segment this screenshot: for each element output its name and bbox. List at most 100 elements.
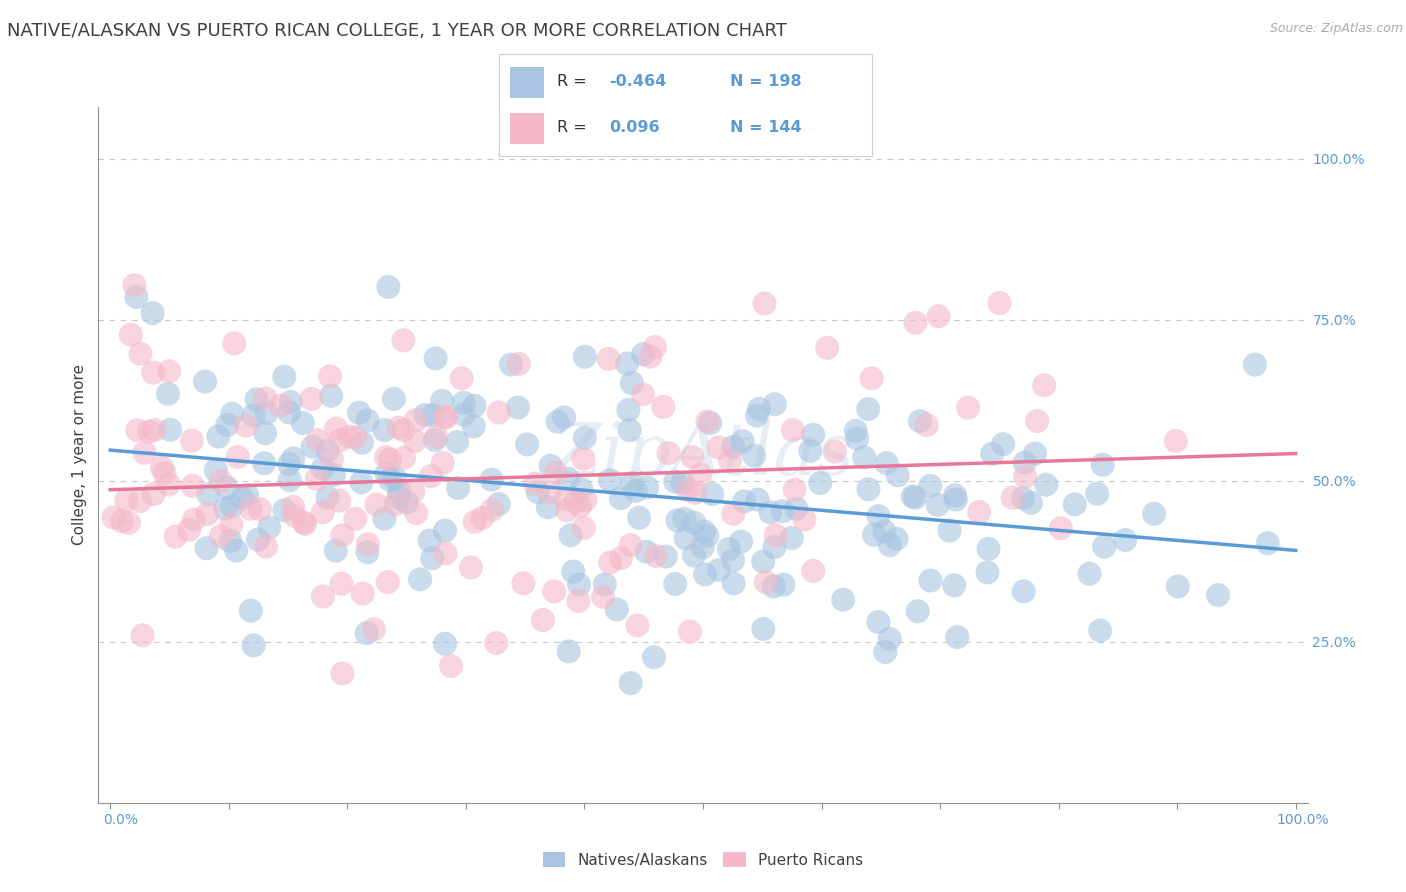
Point [195, 541, 218, 556]
Point [207, 429, 229, 443]
Point [425, 430, 447, 444]
Point [723, 507, 745, 521]
Point [643, 650, 665, 665]
Point [762, 579, 785, 593]
Point [356, 413, 378, 427]
Point [1063, 497, 1085, 511]
Point [129, 347, 152, 361]
Point [344, 430, 367, 444]
Point [299, 392, 322, 406]
Point [103, 510, 125, 524]
Point [115, 493, 138, 508]
Point [799, 443, 821, 458]
Point [846, 431, 869, 445]
Point [748, 401, 770, 416]
Point [783, 483, 806, 497]
Text: R =: R = [557, 74, 592, 88]
Point [904, 491, 927, 505]
Point [392, 334, 415, 348]
Point [858, 482, 880, 496]
Point [752, 554, 775, 568]
Point [626, 618, 648, 632]
Point [471, 511, 494, 525]
Point [432, 456, 454, 470]
Point [664, 475, 686, 489]
Point [392, 423, 415, 437]
Text: NATIVE/ALASKAN VS PUERTO RICAN COLLEGE, 1 YEAR OR MORE CORRELATION CHART: NATIVE/ALASKAN VS PUERTO RICAN COLLEGE, … [7, 22, 787, 40]
Point [1012, 584, 1035, 599]
Point [1001, 491, 1024, 505]
Point [1019, 496, 1042, 510]
Point [1092, 540, 1115, 554]
Point [377, 280, 399, 294]
Point [352, 586, 374, 600]
Point [631, 347, 654, 361]
Point [420, 551, 443, 566]
Point [425, 351, 447, 366]
Point [801, 427, 824, 442]
Point [440, 659, 463, 673]
Point [553, 410, 575, 425]
Point [742, 449, 765, 463]
Point [363, 622, 385, 636]
Point [664, 577, 686, 591]
Point [270, 399, 292, 413]
Point [1088, 624, 1111, 638]
Point [967, 505, 990, 519]
Point [129, 494, 152, 508]
Point [283, 451, 305, 466]
Point [1024, 446, 1046, 460]
Point [215, 480, 238, 494]
Point [808, 476, 831, 491]
Point [246, 533, 269, 547]
Point [1085, 486, 1108, 500]
Point [508, 357, 530, 371]
Point [598, 351, 620, 366]
Point [378, 452, 401, 467]
Point [763, 540, 786, 554]
Point [453, 396, 475, 410]
Point [977, 541, 1000, 556]
Point [134, 446, 156, 460]
Point [645, 549, 668, 563]
Point [194, 375, 217, 389]
Point [405, 413, 427, 427]
Text: 0.096: 0.096 [609, 120, 659, 135]
Point [620, 676, 643, 690]
Point [904, 316, 927, 330]
Point [209, 474, 232, 488]
Point [943, 488, 966, 502]
Point [752, 622, 775, 636]
Point [373, 511, 395, 525]
Point [316, 491, 339, 505]
Point [673, 512, 696, 526]
Point [434, 410, 457, 425]
Point [901, 490, 924, 504]
Point [254, 392, 277, 406]
Point [1257, 536, 1279, 550]
Point [879, 632, 901, 646]
Point [655, 549, 678, 564]
Point [693, 524, 716, 539]
Point [593, 577, 616, 591]
Point [488, 405, 510, 419]
Point [236, 488, 259, 502]
Text: 100.0%: 100.0% [1277, 814, 1329, 827]
Point [321, 452, 343, 467]
Point [388, 484, 411, 499]
Point [560, 528, 582, 542]
Point [387, 491, 409, 505]
Point [273, 503, 295, 517]
Point [636, 481, 658, 495]
Point [620, 538, 643, 552]
Point [574, 493, 596, 508]
Point [683, 485, 706, 500]
Point [292, 516, 315, 530]
Point [357, 537, 380, 551]
Point [1014, 456, 1036, 470]
Point [325, 543, 347, 558]
Legend: Natives/Alaskans, Puerto Ricans: Natives/Alaskans, Puerto Ricans [534, 844, 872, 875]
Point [832, 592, 855, 607]
Point [460, 560, 482, 574]
Point [636, 545, 658, 559]
